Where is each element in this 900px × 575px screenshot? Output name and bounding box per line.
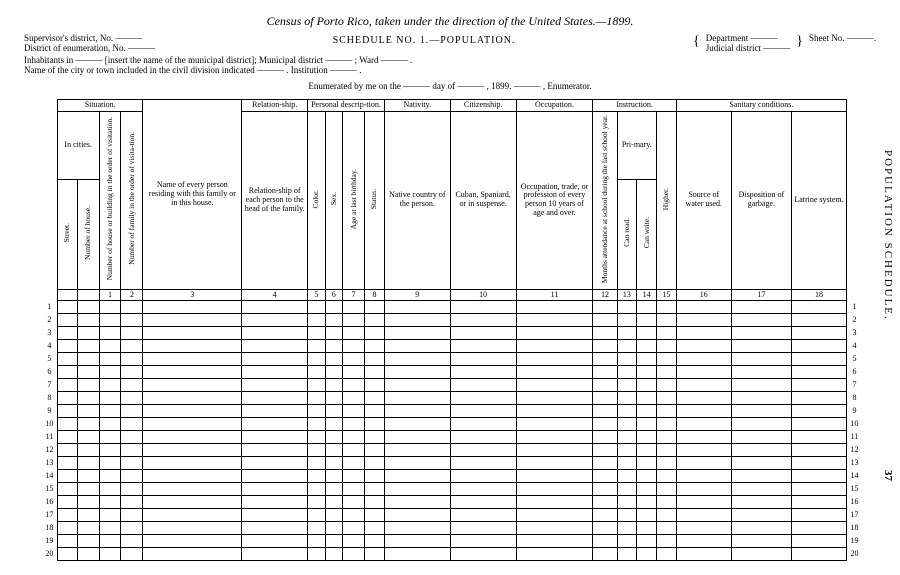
table-row: 1515 — [42, 483, 862, 496]
group-primary: Pri-mary. — [617, 111, 657, 179]
population-schedule-table: Situation. Name of every person residing… — [42, 99, 862, 561]
col-3-name: Name of every person residing with this … — [143, 100, 242, 290]
table-row: 2020 — [42, 548, 862, 561]
census-title: Census of Porto Rico, taken under the di… — [24, 14, 876, 29]
column-number-row: 12 34 56 78 910 1112 1314 1516 1718 — [42, 289, 862, 301]
col-15: Higher. — [662, 186, 670, 212]
group-relationship: Relation-ship. — [242, 100, 308, 112]
col-12: Months attendance at school during the l… — [601, 113, 609, 285]
table-row: 1717 — [42, 509, 862, 522]
group-in-cities: In cities. — [57, 111, 99, 179]
col-5: Color. — [312, 188, 320, 211]
col-house-no: Number of house. — [84, 204, 92, 262]
col-10: Cuban, Spaniard, or in suspense. — [450, 111, 516, 289]
col-street: Street. — [63, 221, 71, 244]
table-row: 33 — [42, 327, 862, 340]
side-label: POPULATION SCHEDULE. — [882, 150, 894, 321]
col-18: Latrine system. — [792, 111, 847, 289]
group-nativity: Nativity. — [384, 100, 450, 112]
table-row: 1414 — [42, 470, 862, 483]
col-9: Native country of the person. — [384, 111, 450, 289]
table-row: 99 — [42, 405, 862, 418]
group-occupation: Occupation. — [516, 100, 593, 112]
table-row: 1313 — [42, 457, 862, 470]
group-citizenship: Citizenship. — [450, 100, 516, 112]
table-row: 22 — [42, 314, 862, 327]
col-17: Disposition of garbage. — [731, 111, 791, 289]
enumerated-line: Enumerated by me on the ——— day of ——— ,… — [24, 81, 876, 91]
header-left: Supervisor's district, No. ——— District … — [24, 33, 155, 53]
col-13: Can read. — [623, 216, 631, 249]
col-11: Occupation, trade, or profession of ever… — [516, 111, 593, 289]
schedule-subtitle: SCHEDULE NO. 1.—POPULATION. — [155, 35, 693, 46]
table-row: 66 — [42, 366, 862, 379]
table-row: 1010 — [42, 418, 862, 431]
col-14: Can write. — [643, 215, 651, 250]
table-row: 1111 — [42, 431, 862, 444]
group-instruction: Instruction. — [593, 100, 676, 112]
col-2: Number of family in the order of visita-… — [128, 130, 136, 267]
col-4: Relation-ship of each person to the head… — [242, 111, 308, 289]
table-row: 1212 — [42, 444, 862, 457]
table-row: 77 — [42, 379, 862, 392]
group-personal: Personal descrip-tion. — [308, 100, 385, 112]
inhabitants-line-2: Name of the city or town included in the… — [24, 65, 876, 75]
col-6: Sex. — [330, 190, 338, 207]
table-row: 1818 — [42, 522, 862, 535]
header-right: { Department ——— Judicial district ——— }… — [693, 33, 876, 53]
table-row: 88 — [42, 392, 862, 405]
group-sanitary: Sanitary conditions. — [676, 100, 846, 112]
table-row: 1616 — [42, 496, 862, 509]
page-number: 37 — [882, 470, 894, 481]
col-8: Status. — [370, 187, 378, 211]
group-situation: Situation. — [57, 100, 143, 112]
col-1: Number of house or building in the order… — [106, 115, 114, 282]
table-row: 44 — [42, 340, 862, 353]
table-row: 55 — [42, 353, 862, 366]
col-16: Source of water used. — [676, 111, 731, 289]
table-row: 11 — [42, 301, 862, 314]
col-7: Age at last birthday. — [350, 167, 358, 231]
inhabitants-line-1: Inhabitants in ——— [insert the name of t… — [24, 55, 876, 65]
